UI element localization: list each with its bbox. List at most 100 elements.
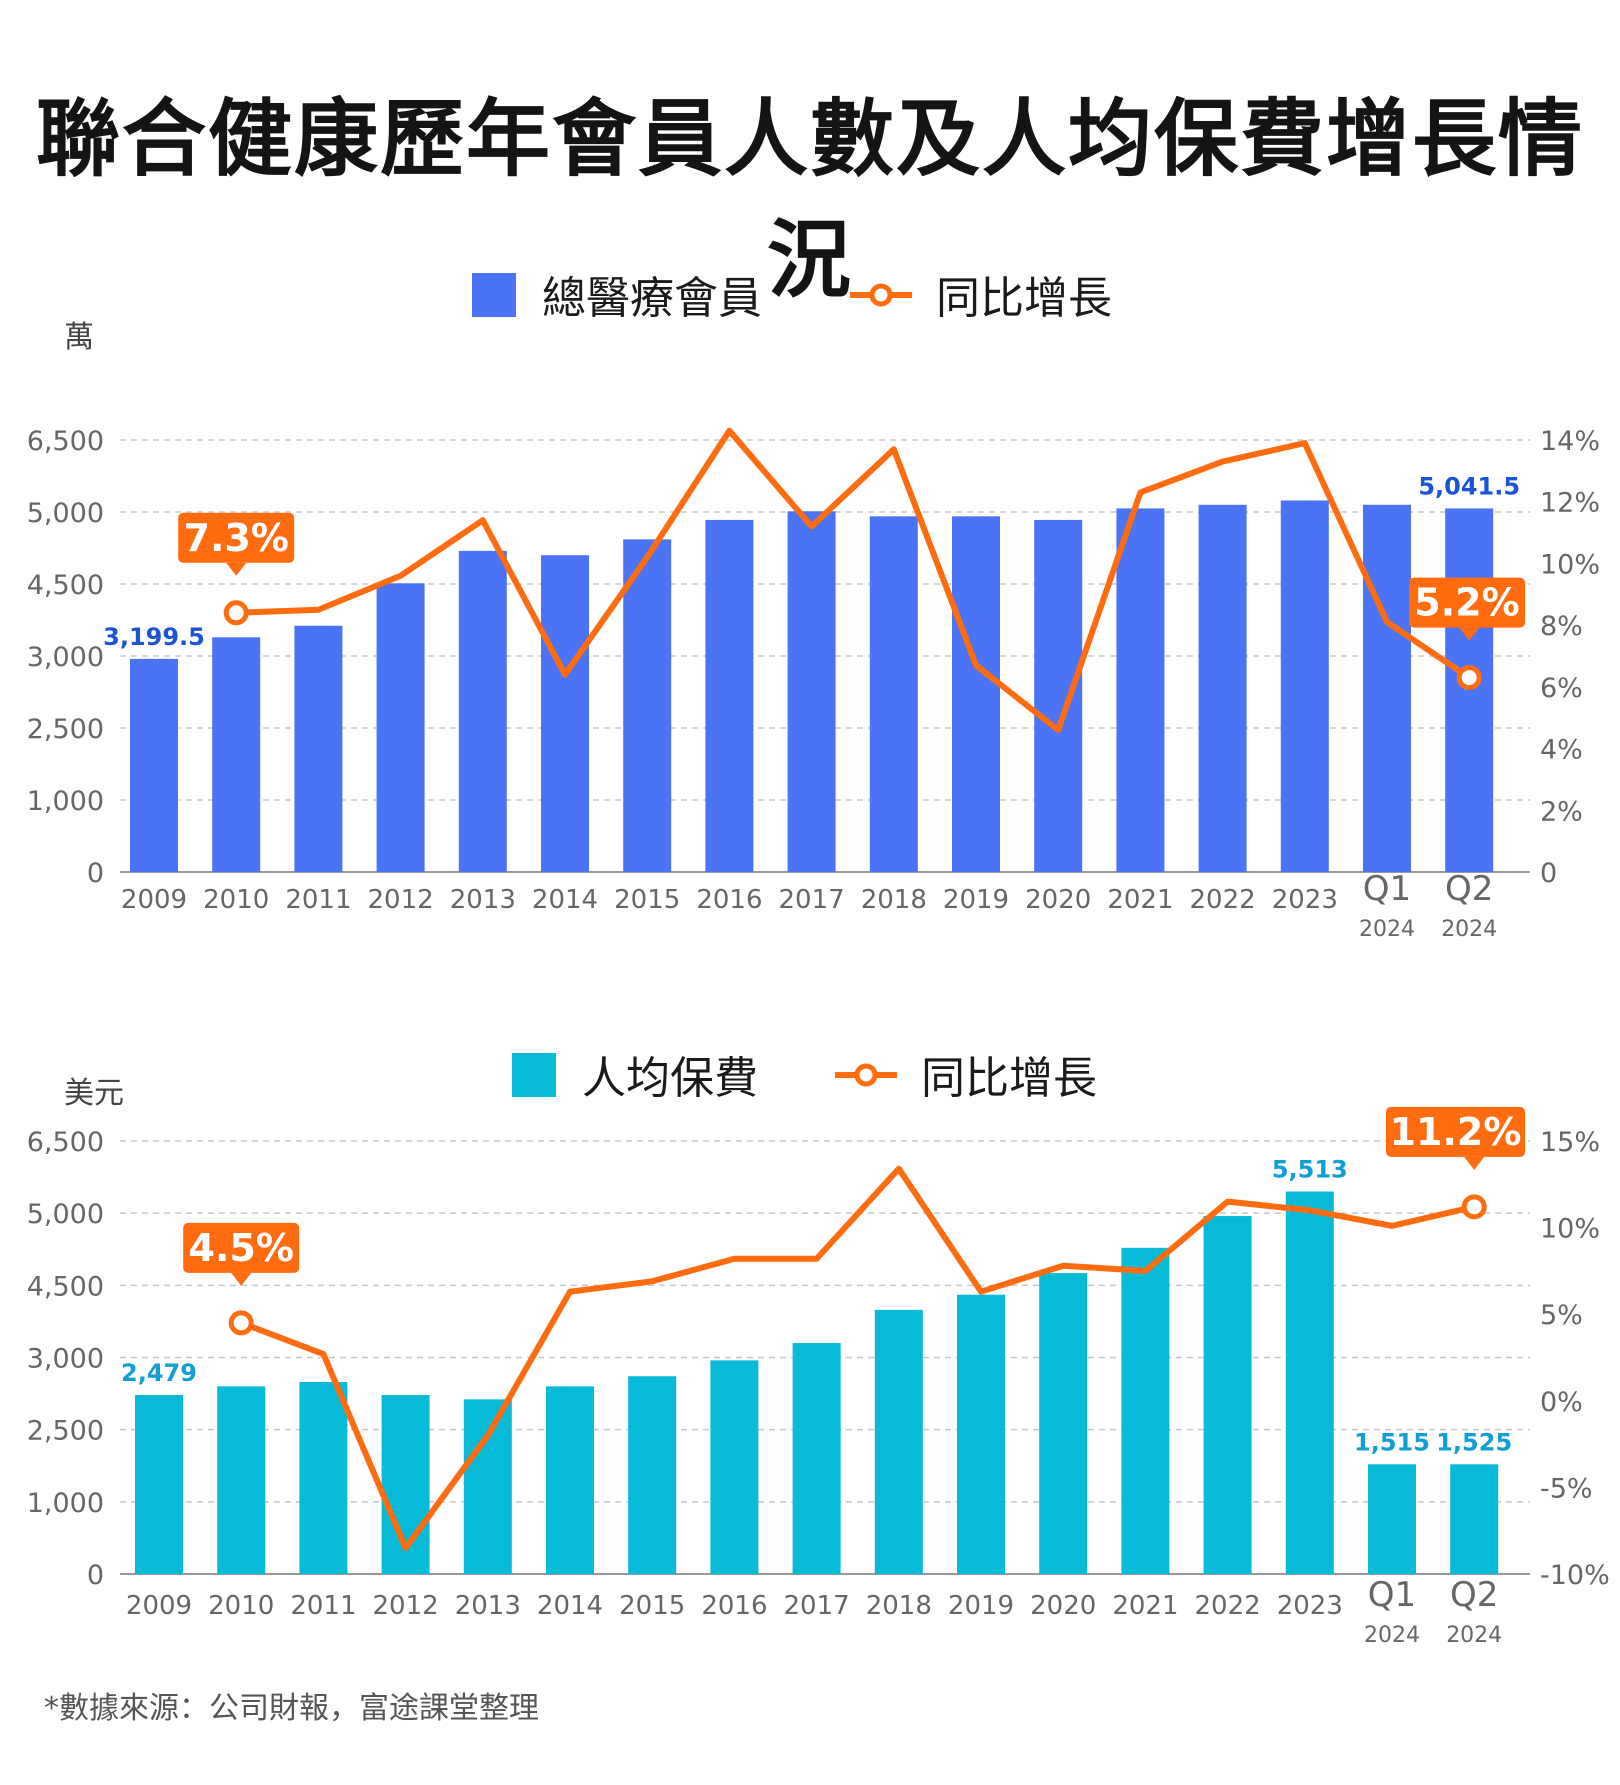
growth-line xyxy=(236,427,1471,734)
bar xyxy=(1198,504,1247,872)
bar xyxy=(1203,1216,1252,1574)
legend-bar-label: 人均保費 xyxy=(582,1053,758,1104)
right-tick-label: 8% xyxy=(1540,611,1583,642)
right-tick-label: 10% xyxy=(1540,1214,1600,1245)
left-tick-label: 5,000 xyxy=(27,498,104,529)
right-tick-label: -10% xyxy=(1540,1560,1610,1591)
legend-line-marker xyxy=(854,1063,878,1087)
left-tick-label: 0 xyxy=(87,858,104,889)
left-tick-label: 3,000 xyxy=(27,1344,104,1375)
category-label: 2014 xyxy=(537,1591,603,1621)
bar xyxy=(1121,1247,1170,1574)
category-label: 2012 xyxy=(368,885,434,915)
category-label: 2015 xyxy=(619,1591,685,1621)
left-tick-label: 5,000 xyxy=(27,1199,104,1230)
bar-value-label: 1,515 xyxy=(1354,1428,1430,1456)
category-sublabel: 2024 xyxy=(1364,1623,1420,1648)
category-label: 2015 xyxy=(614,885,680,915)
growth-marker xyxy=(1461,1194,1487,1220)
y-unit-label: 萬 xyxy=(64,320,94,355)
category-sublabel: 2024 xyxy=(1441,917,1497,942)
category-label: 2018 xyxy=(861,885,927,915)
category-label: 2017 xyxy=(784,1591,850,1621)
growth-line xyxy=(240,1165,1475,1552)
bar xyxy=(623,539,672,872)
bar xyxy=(952,516,1000,872)
category-label: 2011 xyxy=(290,1591,356,1621)
bar xyxy=(874,1309,923,1574)
category-sublabel: 2024 xyxy=(1446,1623,1502,1648)
left-tick-label: 1,000 xyxy=(27,1488,104,1519)
legend-bar-swatch xyxy=(472,273,516,317)
growth-callout: 11.2% xyxy=(1386,1106,1525,1170)
category-label: 2012 xyxy=(373,1591,439,1621)
category-label: 2023 xyxy=(1277,1591,1343,1621)
legend-line-label: 同比增長 xyxy=(936,273,1112,324)
bar xyxy=(217,1386,266,1574)
callout-box xyxy=(183,1222,300,1273)
callout-box xyxy=(1386,1106,1525,1157)
category-label: 2009 xyxy=(121,885,187,915)
bar xyxy=(376,583,425,872)
callout-box xyxy=(1409,577,1525,628)
category-label: 2016 xyxy=(696,885,762,915)
legend: 人均保費 同比增長 xyxy=(512,1053,1097,1104)
left-tick-label: 1,000 xyxy=(27,786,104,817)
category-label: 2010 xyxy=(208,1591,274,1621)
category-label: 2010 xyxy=(203,885,269,915)
legend-line-label: 同比增長 xyxy=(921,1053,1097,1104)
right-tick-label: 2% xyxy=(1540,796,1583,827)
bar xyxy=(1034,519,1083,872)
bar xyxy=(1368,1464,1416,1574)
right-tick-label: 4% xyxy=(1540,735,1583,766)
left-tick-label: 0 xyxy=(87,1560,104,1591)
growth-callout: 7.3% xyxy=(178,512,295,576)
bar xyxy=(299,1382,348,1574)
right-tick-label: 5% xyxy=(1540,1300,1583,1331)
bar xyxy=(541,555,589,872)
right-tick-label: 15% xyxy=(1540,1127,1600,1158)
left-tick-label: 6,500 xyxy=(27,1127,104,1158)
category-label: 2017 xyxy=(779,885,845,915)
bar xyxy=(1039,1273,1088,1574)
category-label: 2014 xyxy=(532,885,598,915)
bar xyxy=(135,1395,183,1574)
category-label: 2019 xyxy=(943,885,1009,915)
right-tick-label: -5% xyxy=(1540,1473,1593,1504)
category-label: 2013 xyxy=(450,885,516,915)
bar xyxy=(130,658,178,872)
bar xyxy=(458,550,507,872)
bar-value-label: 2,479 xyxy=(121,1359,197,1387)
bar xyxy=(546,1386,594,1574)
category-label: 2022 xyxy=(1195,1591,1261,1621)
bar xyxy=(463,1399,512,1574)
category-label: Q1 xyxy=(1363,869,1411,909)
right-tick-label: 0 xyxy=(1540,858,1557,889)
bar xyxy=(294,625,343,872)
category-label: 2013 xyxy=(455,1591,521,1621)
category-label: 2021 xyxy=(1112,1591,1178,1621)
bar xyxy=(1450,1464,1499,1574)
category-label: 2022 xyxy=(1190,885,1256,915)
growth-marker xyxy=(228,1310,254,1336)
growth-marker xyxy=(223,600,249,626)
category-label: 2016 xyxy=(701,1591,767,1621)
legend-bar-label: 總醫療會員 xyxy=(542,273,762,324)
growth-callout: 5.2% xyxy=(1409,577,1525,641)
right-tick-label: 0% xyxy=(1540,1387,1583,1418)
bar xyxy=(1116,508,1165,872)
callout-pointer xyxy=(1459,627,1480,641)
right-tick-label: 12% xyxy=(1540,488,1600,519)
bar xyxy=(1445,508,1494,872)
left-tick-label: 4,500 xyxy=(27,570,104,601)
callout-text: 5.2% xyxy=(1414,581,1519,625)
bar-value-label: 5,513 xyxy=(1272,1156,1348,1184)
legend-bar-swatch xyxy=(512,1053,556,1097)
bar xyxy=(792,1343,841,1574)
category-sublabel: 2024 xyxy=(1359,917,1415,942)
bar xyxy=(957,1294,1005,1574)
category-label: Q2 xyxy=(1450,1575,1498,1615)
left-tick-label: 4,500 xyxy=(27,1271,104,1302)
growth-marker xyxy=(1456,665,1482,691)
